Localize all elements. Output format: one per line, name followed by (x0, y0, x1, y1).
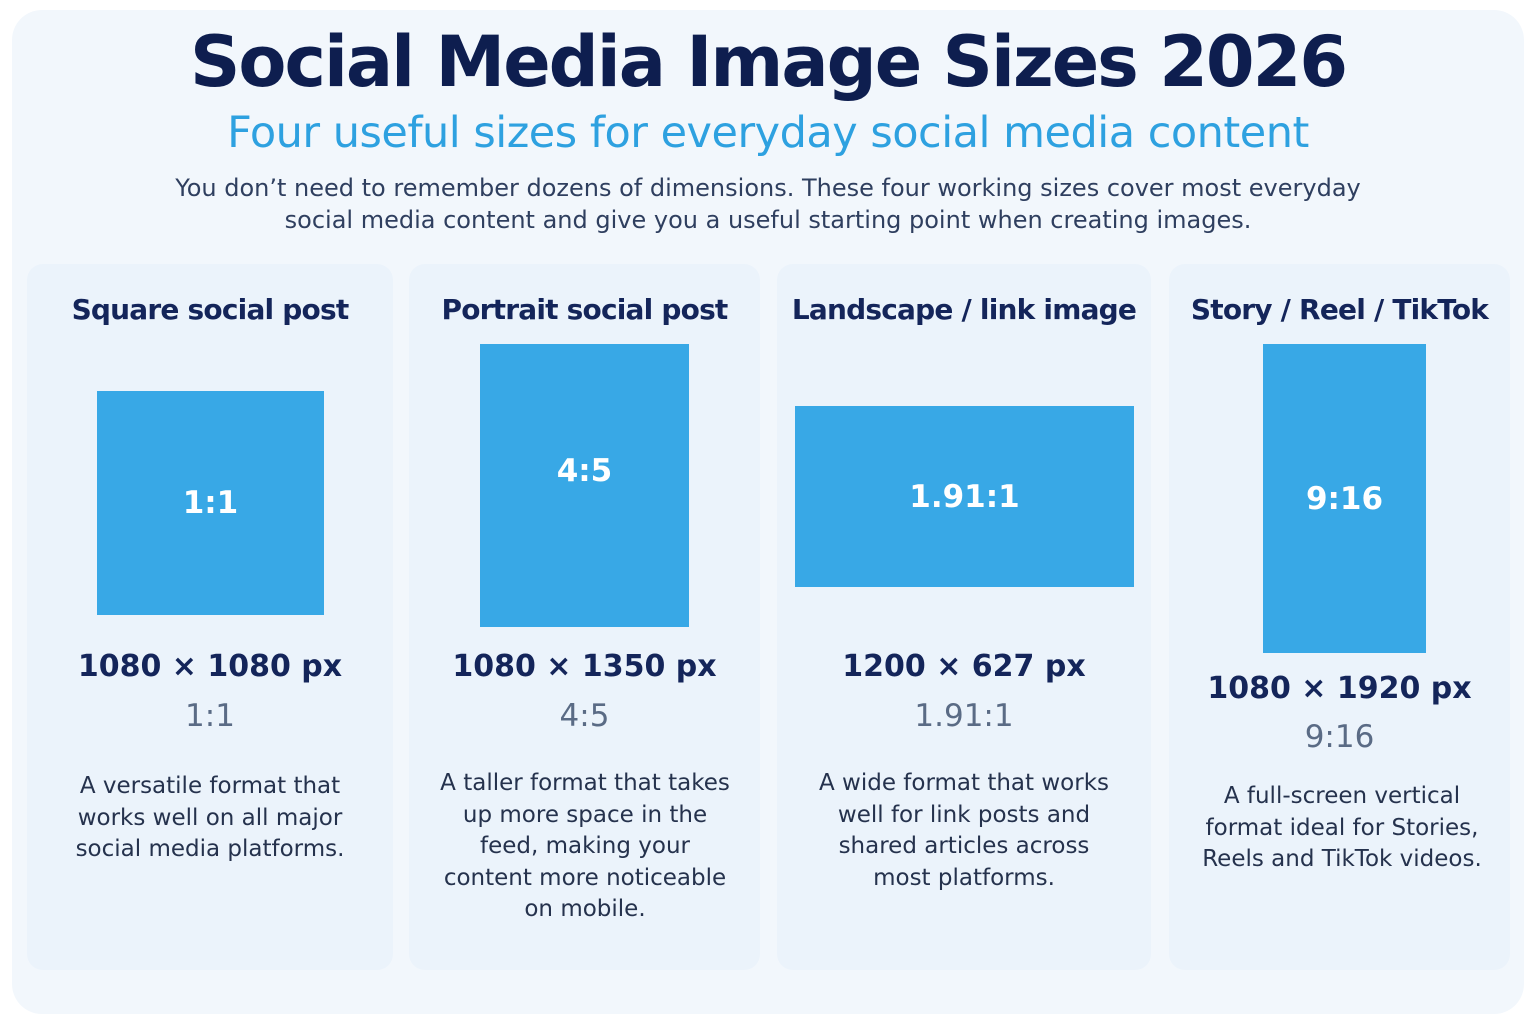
dimensions-text: 1080 × 1920 px (1207, 671, 1472, 706)
page-title: Social Media Image Sizes 2026 (189, 21, 1348, 103)
card-portrait: Portrait social post 4:5 1080 × 1350 px … (409, 264, 760, 970)
ratio-box-square: 1:1 (97, 391, 324, 615)
ratio-text: 4:5 (559, 698, 610, 734)
ratio-box-portrait: 4:5 (480, 344, 689, 627)
card-description: A full-screen vertical format ideal for … (1202, 783, 1482, 872)
ratio-box-label: 9:16 (1305, 480, 1384, 517)
card-title: Square social post (71, 293, 350, 326)
ratio-box-story: 9:16 (1263, 344, 1426, 653)
card-title: Story / Reel / TikTok (1190, 293, 1489, 326)
card-title: Landscape / link image (791, 293, 1137, 326)
card-title: Portrait social post (441, 293, 728, 326)
card-description: A versatile format that works well on al… (75, 773, 345, 862)
card-square: Square social post 1:1 1080 × 1080 px 1:… (27, 264, 393, 970)
ratio-box-label: 1.91:1 (909, 478, 1020, 515)
dimensions-text: 1080 × 1080 px (77, 649, 343, 684)
intro-text: You don’t need to remember dozens of dim… (175, 174, 1361, 234)
ratio-text: 1.91:1 (914, 698, 1014, 734)
ratio-text: 1:1 (185, 698, 235, 734)
dimensions-text: 1200 × 627 px (842, 649, 1086, 684)
card-landscape: Landscape / link image 1.91:1 1200 × 627… (777, 264, 1151, 970)
page-subtitle: Four useful sizes for everyday social me… (227, 108, 1309, 158)
ratio-box-landscape: 1.91:1 (795, 406, 1134, 587)
card-story: Story / Reel / TikTok 9:16 1080 × 1920 p… (1169, 264, 1510, 970)
card-description: A wide format that works well for link p… (818, 770, 1109, 891)
card-description: A taller format that takes up more space… (440, 770, 730, 922)
ratio-box-label: 4:5 (556, 452, 613, 489)
ratio-text: 9:16 (1304, 719, 1375, 755)
dimensions-text: 1080 × 1350 px (452, 649, 717, 684)
ratio-box-label: 1:1 (182, 485, 239, 521)
